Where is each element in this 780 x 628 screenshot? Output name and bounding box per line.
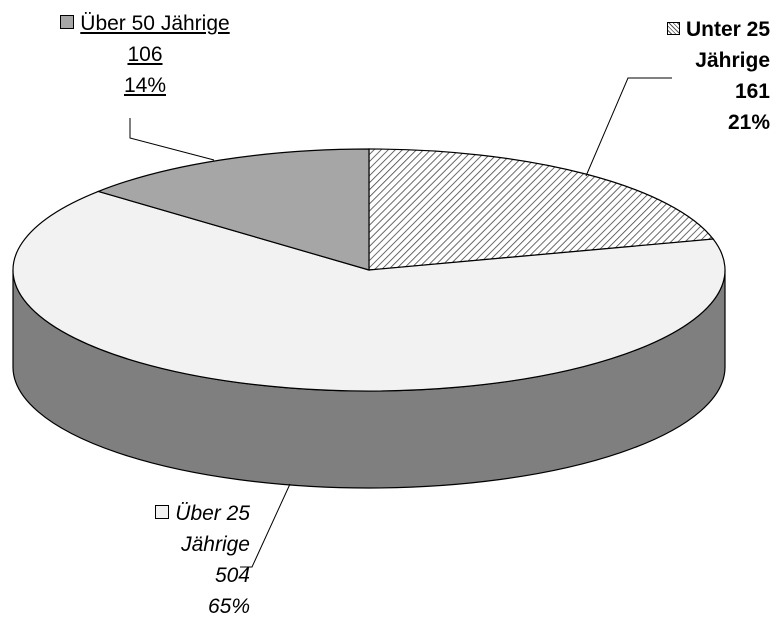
label-ueber-25: Über 25 Jährige 504 65% bbox=[70, 498, 250, 622]
legend-swatch-ueber-50 bbox=[60, 15, 75, 30]
pie-slice-unter-25-jaehrige bbox=[368, 148, 715, 271]
label-unter-25-percent: 21% bbox=[727, 111, 770, 134]
pie-slice-ueber-25-jaehrige bbox=[12, 190, 726, 392]
label-ueber-50: Über 50 Jährige 106 14% bbox=[30, 8, 260, 101]
label-ueber-50-value: 106 bbox=[127, 43, 163, 66]
pie-slice-ueber-50-jaehrige bbox=[96, 148, 370, 271]
legend-swatch-unter-25 bbox=[666, 21, 680, 35]
label-ueber-50-percent: 14% bbox=[123, 74, 167, 97]
label-ueber-25-value: 504 bbox=[214, 564, 250, 587]
label-ueber-25-percent: 65% bbox=[207, 595, 250, 618]
label-ueber-25-name-line1: Über 25 bbox=[175, 502, 250, 525]
label-unter-25-value: 161 bbox=[734, 80, 770, 103]
label-unter-25-name-line1: Unter 25 bbox=[685, 18, 770, 41]
label-unter-25: Unter 25 Jährige 161 21% bbox=[640, 14, 780, 138]
label-unter-25-name-line2: Jährige bbox=[695, 49, 770, 72]
leader-line-ueber-25 bbox=[240, 483, 291, 568]
leader-line-unter-25 bbox=[585, 77, 672, 177]
leader-line-ueber-50 bbox=[129, 118, 215, 161]
label-ueber-50-name: Über 50 Jährige bbox=[80, 12, 230, 35]
legend-swatch-ueber-25 bbox=[155, 505, 170, 520]
label-ueber-25-name-line2: Jährige bbox=[181, 533, 250, 556]
